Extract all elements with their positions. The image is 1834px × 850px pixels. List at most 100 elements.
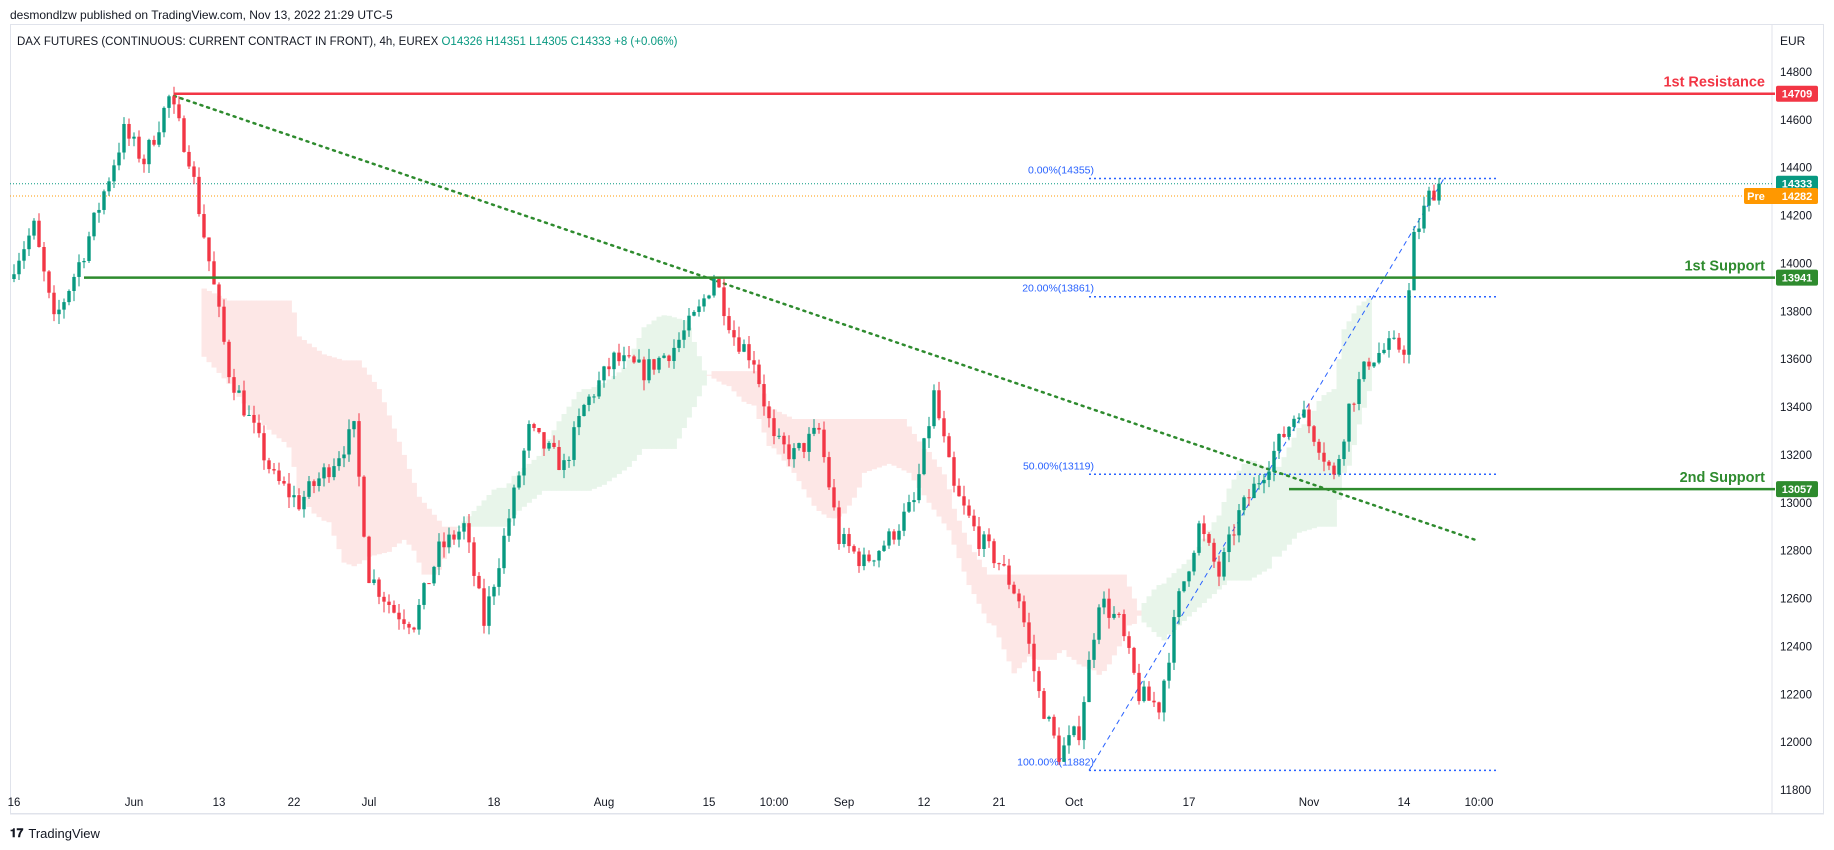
candle-body <box>937 390 941 419</box>
candle-body <box>1217 561 1221 577</box>
candle-body <box>1077 726 1081 741</box>
candle-body <box>572 427 576 460</box>
cloud-segment <box>951 508 957 545</box>
candle-body <box>1407 290 1411 355</box>
candle-body <box>277 470 281 482</box>
cloud-segment <box>1351 313 1357 446</box>
candle-body <box>887 531 891 546</box>
cloud-segment <box>836 419 842 517</box>
candle-body <box>427 583 431 585</box>
candle-body <box>172 96 176 105</box>
y-tick-label: 11800 <box>1780 785 1811 797</box>
cloud-segment <box>431 514 437 575</box>
cloud-segment <box>206 290 212 363</box>
fib-level-label: 0.00%(14355) <box>1028 164 1094 176</box>
candle-body <box>1107 598 1111 618</box>
candle-body <box>1397 337 1401 350</box>
cloud-segment <box>241 300 247 404</box>
candle-body <box>502 535 506 569</box>
candle-body <box>82 260 86 263</box>
candle-body <box>232 377 236 393</box>
candle-body <box>1422 205 1426 229</box>
candle-body <box>262 433 266 461</box>
candle-body <box>807 433 811 452</box>
cloud-segment <box>611 375 617 478</box>
cloud-segment <box>666 315 672 449</box>
cloud-segment <box>1126 586 1132 626</box>
candle-body <box>912 500 916 503</box>
candle-body <box>1132 647 1136 673</box>
candle-body <box>752 360 756 365</box>
candle-body <box>1267 471 1271 480</box>
candle-body <box>1127 636 1131 648</box>
candle-body <box>1377 352 1381 363</box>
cloud-segment <box>671 317 677 449</box>
candle-body <box>942 418 946 437</box>
candle-body <box>1152 700 1156 703</box>
candle-body <box>1002 564 1006 566</box>
candle-body <box>1312 426 1316 442</box>
candle-body <box>682 330 686 340</box>
candle-body <box>1387 338 1391 350</box>
x-axis: 16 Jun 13 22 Jul 18 Aug 15 10:00 Sep 12 21 Oct 17 Nov 1… <box>8 797 1824 815</box>
x-tick-label: 21 <box>993 797 1006 809</box>
candle-body <box>612 352 616 370</box>
cloud-segment <box>871 419 877 470</box>
y-tick-label: 12200 <box>1780 689 1812 701</box>
candle-body <box>377 579 381 597</box>
candle-body <box>1197 523 1201 553</box>
candle-body <box>787 444 791 460</box>
cloud-segment <box>651 320 657 449</box>
cloud-segment <box>391 428 397 548</box>
y-tick-label: 14000 <box>1780 258 1812 270</box>
symbol-legend[interactable]: DAX FUTURES (CONTINUOUS: CURRENT CONTRAC… <box>17 36 677 48</box>
cloud-segment <box>551 430 557 491</box>
candle-body <box>222 306 226 342</box>
cloud-segment <box>986 574 992 624</box>
candle-body <box>837 507 841 544</box>
y-tick-label: 13400 <box>1780 402 1812 414</box>
candle-body <box>1292 418 1296 427</box>
tradingview-logo[interactable]: 𝟏𝟕 TradingView <box>10 826 100 841</box>
cloud-segment <box>681 320 687 428</box>
cloud-segment <box>636 337 642 455</box>
candle-body <box>1417 228 1421 232</box>
candle-body <box>957 485 961 497</box>
candle-body <box>362 476 366 537</box>
cloud-segment <box>1046 574 1052 660</box>
y-tick-label: 13000 <box>1780 498 1812 510</box>
cloud-segment <box>536 455 542 495</box>
candle-body <box>1162 680 1166 713</box>
cloud-segment <box>386 415 392 552</box>
cloud-segment <box>1271 466 1277 557</box>
cloud-segment <box>711 371 717 379</box>
cloud-segment <box>1181 564 1187 621</box>
candle-body <box>432 566 436 584</box>
cloud-segment <box>231 300 237 391</box>
cloud-segment <box>1356 305 1362 425</box>
cloud-segment <box>376 389 382 555</box>
candle-body <box>1372 362 1376 367</box>
candle-body <box>982 534 986 549</box>
candle-body <box>772 418 776 437</box>
candle-body <box>497 568 501 587</box>
candle-body <box>962 496 966 506</box>
cloud-segment <box>1056 574 1062 654</box>
candle-body <box>387 601 391 605</box>
cloud-segment <box>1346 321 1352 466</box>
cloud-segment <box>306 343 312 507</box>
cloud-segment <box>1091 574 1097 671</box>
candle-body <box>857 551 861 567</box>
candle-body <box>1187 571 1191 582</box>
x-tick-label: 17 <box>1183 797 1196 809</box>
y-tick-label: 13600 <box>1780 354 1812 366</box>
candle-body <box>757 364 761 385</box>
candle-body <box>527 424 531 451</box>
candle-body <box>1207 534 1211 543</box>
candle-body <box>382 596 386 602</box>
candle-body <box>607 366 611 370</box>
fib-level-label: 20.00%(13861) <box>1022 283 1094 295</box>
cloud-segment <box>1266 466 1272 569</box>
candle-body <box>247 414 251 416</box>
